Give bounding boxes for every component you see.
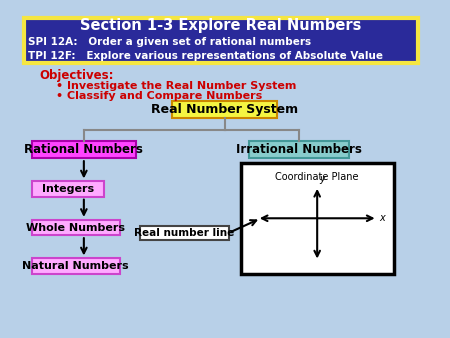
Text: Real Number System: Real Number System bbox=[151, 103, 298, 116]
Text: Whole Numbers: Whole Numbers bbox=[26, 222, 125, 233]
FancyBboxPatch shape bbox=[32, 258, 120, 274]
Text: Integers: Integers bbox=[42, 184, 94, 194]
Text: Coordinate Plane: Coordinate Plane bbox=[275, 172, 359, 182]
Text: TPI 12F:   Explore various representations of Absolute Value: TPI 12F: Explore various representations… bbox=[27, 51, 382, 61]
Text: Irrational Numbers: Irrational Numbers bbox=[236, 143, 362, 156]
Text: • Classify and Compare Numbers: • Classify and Compare Numbers bbox=[56, 91, 262, 101]
FancyBboxPatch shape bbox=[23, 18, 418, 63]
Text: Rational Numbers: Rational Numbers bbox=[24, 143, 143, 156]
Text: Real number line: Real number line bbox=[134, 228, 234, 238]
Text: SPI 12A:   Order a given set of rational numbers: SPI 12A: Order a given set of rational n… bbox=[27, 37, 310, 47]
FancyBboxPatch shape bbox=[32, 220, 120, 235]
Text: Objectives:: Objectives: bbox=[40, 69, 114, 81]
FancyBboxPatch shape bbox=[241, 163, 394, 274]
Text: Section 1-3 Explore Real Numbers: Section 1-3 Explore Real Numbers bbox=[80, 18, 361, 33]
Text: y: y bbox=[319, 174, 325, 185]
FancyBboxPatch shape bbox=[172, 101, 277, 118]
Text: x: x bbox=[379, 213, 385, 223]
FancyBboxPatch shape bbox=[32, 141, 136, 158]
Text: Natural Numbers: Natural Numbers bbox=[22, 261, 129, 271]
Text: • Investigate the Real Number System: • Investigate the Real Number System bbox=[56, 81, 296, 92]
FancyBboxPatch shape bbox=[32, 181, 104, 197]
FancyBboxPatch shape bbox=[249, 141, 349, 158]
FancyBboxPatch shape bbox=[140, 226, 229, 240]
